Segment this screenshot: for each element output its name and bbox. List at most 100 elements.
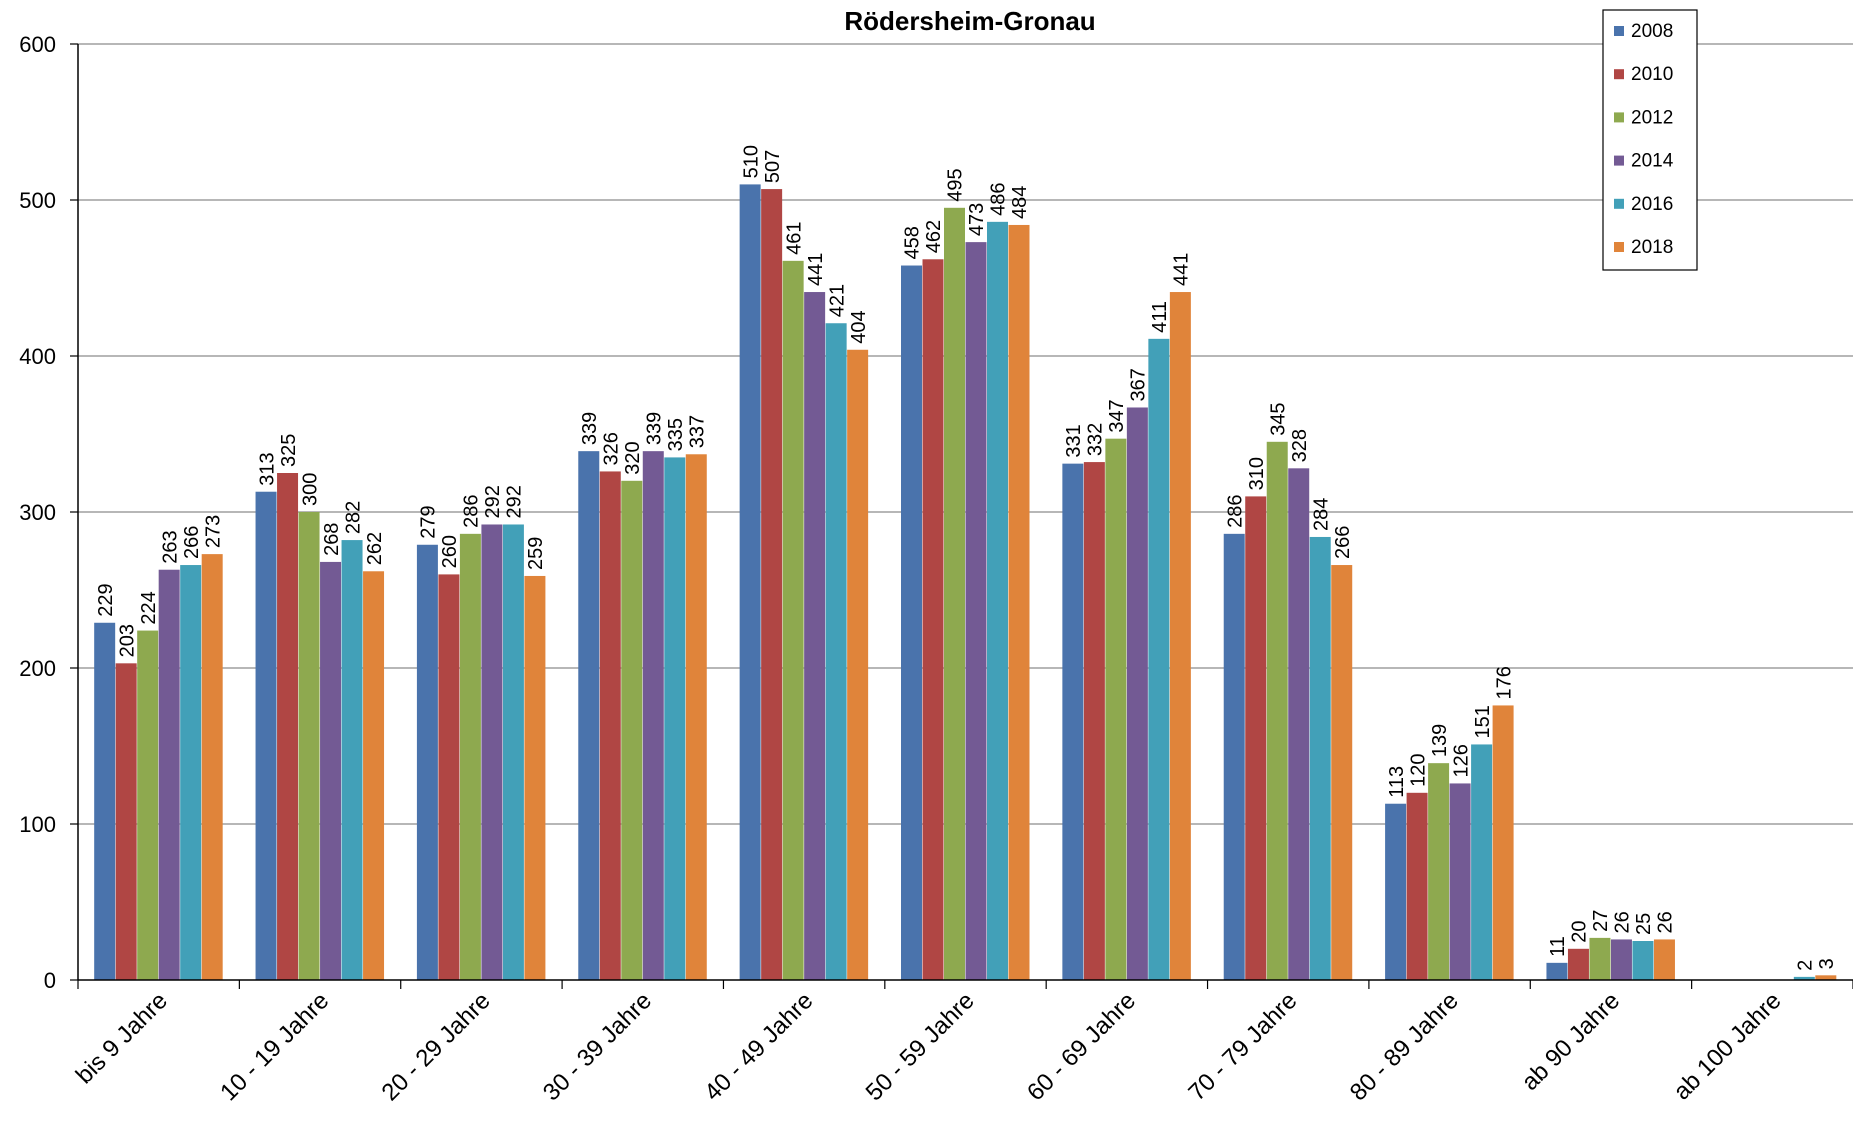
bar-2014 [158, 569, 180, 980]
legend-swatch-2008 [1614, 26, 1624, 36]
data-label: 20 [1569, 921, 1591, 943]
bar-2010 [1245, 496, 1267, 980]
bar-2014 [1126, 407, 1148, 981]
bar-2010 [438, 574, 460, 980]
data-label: 486 [988, 182, 1010, 215]
bar-2018 [685, 454, 707, 980]
data-label: 263 [159, 530, 181, 563]
data-label: 347 [1106, 399, 1128, 432]
x-tick-label: 60 - 69 Jahre [1022, 987, 1141, 1106]
data-label: 286 [461, 494, 483, 527]
data-label: 328 [1289, 429, 1311, 462]
bar-2010 [115, 663, 137, 980]
bar-2014 [1288, 468, 1310, 980]
bar-2014 [804, 292, 826, 980]
bar-2016 [1471, 744, 1493, 980]
data-label: 126 [1450, 744, 1472, 777]
bar-2012 [1428, 763, 1450, 980]
data-label: 332 [1085, 423, 1107, 456]
x-tick-label: ab 90 Jahre [1516, 987, 1625, 1096]
data-label: 441 [1171, 253, 1193, 286]
data-label: 335 [665, 418, 687, 451]
data-label: 441 [805, 253, 827, 286]
bar-2016 [1148, 338, 1170, 981]
bar-2018 [363, 571, 385, 980]
bar-2010 [761, 189, 783, 980]
data-label: 282 [342, 501, 364, 534]
data-label: 339 [579, 412, 601, 445]
data-label: 345 [1267, 402, 1289, 435]
data-label: 461 [783, 221, 805, 254]
bar-2018 [524, 575, 546, 980]
data-label: 337 [687, 415, 709, 448]
bar-2016 [987, 221, 1008, 981]
data-label: 462 [923, 220, 945, 253]
x-tick-label: bis 9 Jahre [71, 987, 173, 1089]
bar-2016 [1632, 941, 1654, 980]
bar-2008 [578, 451, 600, 980]
bar-2010 [277, 473, 299, 980]
legend-label: 2008 [1631, 21, 1673, 42]
data-label: 139 [1429, 724, 1451, 757]
legend-swatch-2014 [1614, 155, 1624, 166]
x-tick-label: 20 - 29 Jahre [377, 987, 496, 1106]
y-axis-ticks: 0 100 200 300 400 500 600 [19, 32, 78, 993]
legend-swatch-2012 [1614, 112, 1624, 123]
data-label: 113 [1386, 766, 1408, 798]
data-label: 325 [278, 434, 300, 467]
data-label: 229 [95, 583, 117, 616]
data-label: 260 [439, 535, 461, 568]
bar-2016 [180, 565, 202, 980]
x-tick-label: 80 - 89 Jahre [1345, 987, 1464, 1106]
bar-2010 [1406, 792, 1428, 980]
bar-2012 [1105, 438, 1127, 980]
data-label: 262 [364, 532, 386, 565]
legend-label: 2010 [1631, 64, 1673, 85]
bar-2014 [1610, 939, 1632, 980]
data-label: 473 [966, 203, 988, 236]
x-tick-label: 50 - 59 Jahre [861, 987, 980, 1106]
y-tick-label: 300 [19, 500, 56, 525]
data-label: 3 [1816, 958, 1838, 969]
bar-2018 [847, 349, 869, 980]
bar-2016 [664, 457, 686, 980]
data-label: 484 [1009, 186, 1031, 219]
legend-swatch-2018 [1614, 242, 1624, 252]
data-label: 339 [644, 412, 666, 445]
bar-2018 [1008, 224, 1030, 980]
data-label: 284 [1310, 498, 1332, 531]
legend: 2008 2010 2012 2014 2016 2018 [1602, 9, 1698, 271]
bar-2016 [1793, 976, 1815, 980]
bar-2008 [1223, 533, 1245, 980]
bar-2014 [481, 524, 503, 980]
legend-swatch-2010 [1614, 69, 1624, 80]
data-label: 458 [902, 226, 924, 259]
data-label: 25 [1633, 913, 1655, 935]
data-label: 411 [1149, 301, 1171, 333]
legend-label: 2014 [1631, 151, 1674, 172]
data-label: 203 [116, 624, 138, 657]
data-label: 2 [1795, 960, 1817, 971]
bar-2018 [1331, 565, 1353, 980]
bar-2010 [1567, 948, 1589, 980]
x-tick-label: ab 100 Jahre [1668, 987, 1786, 1105]
data-label: 266 [1332, 526, 1354, 559]
data-label: 320 [622, 441, 644, 474]
y-tick-label: 200 [19, 656, 56, 681]
data-label: 404 [848, 310, 870, 343]
data-label: 224 [138, 591, 160, 624]
data-label: 273 [202, 515, 224, 548]
x-tick-label: 70 - 79 Jahre [1183, 987, 1302, 1106]
data-label: 151 [1472, 705, 1494, 738]
x-axis-ticks: bis 9 Jahre 10 - 19 Jahre 20 - 29 Jahre 30 … [71, 980, 1853, 1106]
data-label: 266 [181, 526, 203, 559]
bar-2014 [320, 561, 342, 980]
bar-2008 [1062, 463, 1084, 980]
bar-2010 [922, 259, 944, 980]
bar-2014 [1449, 783, 1471, 980]
bar-2018 [201, 554, 223, 980]
legend-label: 2016 [1631, 194, 1673, 215]
bar-2018 [1815, 975, 1837, 980]
bar-2018 [1492, 705, 1514, 980]
